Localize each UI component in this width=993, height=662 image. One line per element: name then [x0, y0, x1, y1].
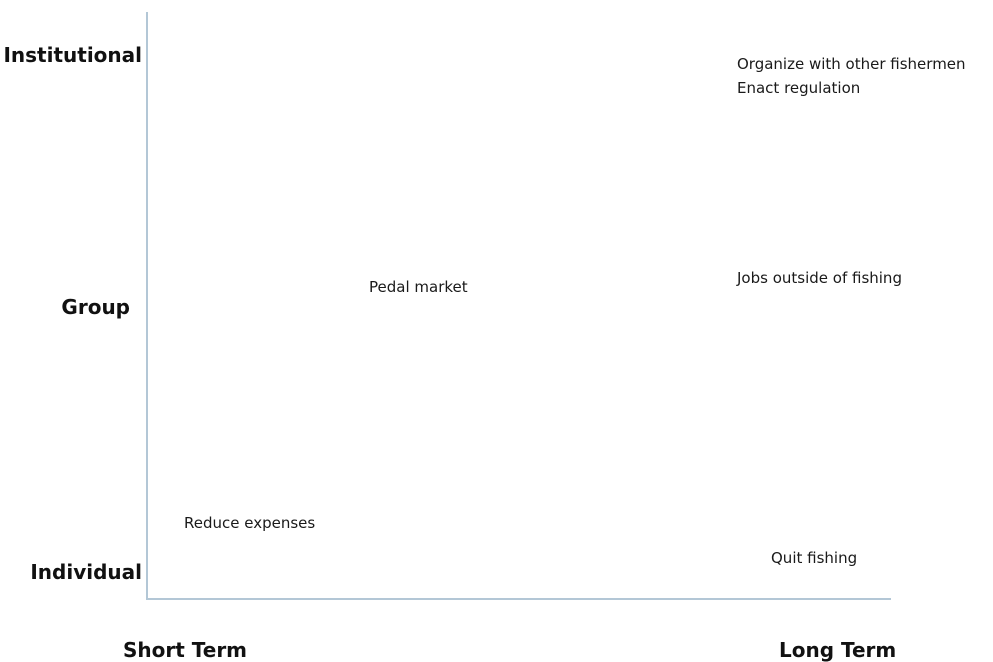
y-axis-label-individual: Individual	[30, 560, 142, 584]
y-axis-label-group: Group	[61, 295, 130, 319]
item-pedal-market: Pedal market	[369, 278, 468, 296]
item-organize-fishermen: Organize with other fishermen	[737, 55, 966, 73]
x-axis-label-long-term: Long Term	[779, 638, 897, 662]
item-reduce-expenses: Reduce expenses	[184, 514, 316, 532]
y-axis-label-institutional: Institutional	[3, 43, 142, 67]
item-jobs-outside-fishing: Jobs outside of fishing	[737, 269, 902, 287]
item-quit-fishing: Quit fishing	[771, 549, 858, 567]
y-axis-line	[146, 12, 148, 600]
x-axis-line	[146, 598, 891, 600]
item-enact-regulation: Enact regulation	[737, 79, 861, 97]
x-axis-label-short-term: Short Term	[123, 638, 248, 662]
